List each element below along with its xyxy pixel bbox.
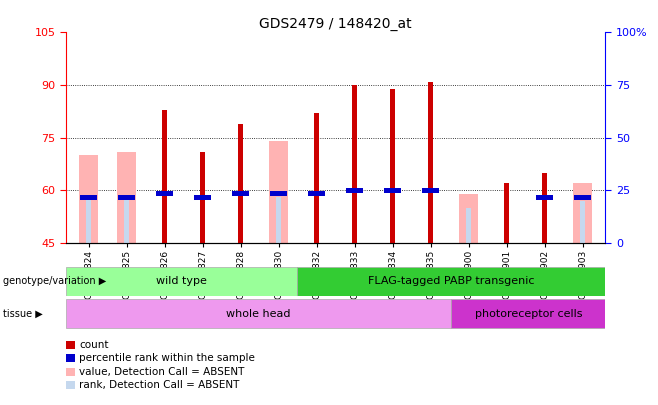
Bar xyxy=(346,188,363,193)
Text: rank, Detection Call = ABSENT: rank, Detection Call = ABSENT xyxy=(79,380,240,390)
Bar xyxy=(269,141,288,243)
Bar xyxy=(200,152,205,243)
Bar xyxy=(297,266,605,296)
Bar xyxy=(156,191,173,196)
Bar xyxy=(79,155,98,243)
Bar xyxy=(422,188,439,193)
Bar xyxy=(504,205,509,243)
Bar xyxy=(124,197,129,243)
Bar xyxy=(162,110,167,243)
Bar xyxy=(270,191,287,196)
Bar xyxy=(194,195,211,200)
Text: photoreceptor cells: photoreceptor cells xyxy=(474,309,582,319)
Bar xyxy=(86,197,91,243)
Bar xyxy=(384,188,401,193)
Text: tissue ▶: tissue ▶ xyxy=(3,309,43,319)
Text: percentile rank within the sample: percentile rank within the sample xyxy=(79,354,255,363)
Text: genotype/variation ▶: genotype/variation ▶ xyxy=(3,277,107,286)
Bar xyxy=(459,194,478,243)
Bar xyxy=(580,201,585,243)
Bar xyxy=(276,197,281,243)
Bar xyxy=(466,208,471,243)
Bar xyxy=(117,152,136,243)
Bar xyxy=(80,195,97,200)
Bar xyxy=(66,266,297,296)
Bar xyxy=(504,183,509,243)
Bar xyxy=(451,299,605,328)
Title: GDS2479 / 148420_at: GDS2479 / 148420_at xyxy=(259,17,412,31)
Bar xyxy=(238,124,243,243)
Bar xyxy=(536,195,553,200)
Text: FLAG-tagged PABP transgenic: FLAG-tagged PABP transgenic xyxy=(368,276,534,286)
Text: wild type: wild type xyxy=(156,276,207,286)
Text: value, Detection Call = ABSENT: value, Detection Call = ABSENT xyxy=(79,367,244,377)
Bar xyxy=(390,89,395,243)
Bar xyxy=(573,183,592,243)
Bar xyxy=(352,85,357,243)
Bar xyxy=(232,191,249,196)
Bar xyxy=(542,173,547,243)
Bar xyxy=(66,299,451,328)
Bar xyxy=(308,191,325,196)
Text: count: count xyxy=(79,340,109,350)
Bar xyxy=(574,195,591,200)
Bar xyxy=(238,197,243,243)
Bar xyxy=(428,81,433,243)
Bar xyxy=(118,195,135,200)
Text: whole head: whole head xyxy=(226,309,291,319)
Bar xyxy=(314,113,319,243)
